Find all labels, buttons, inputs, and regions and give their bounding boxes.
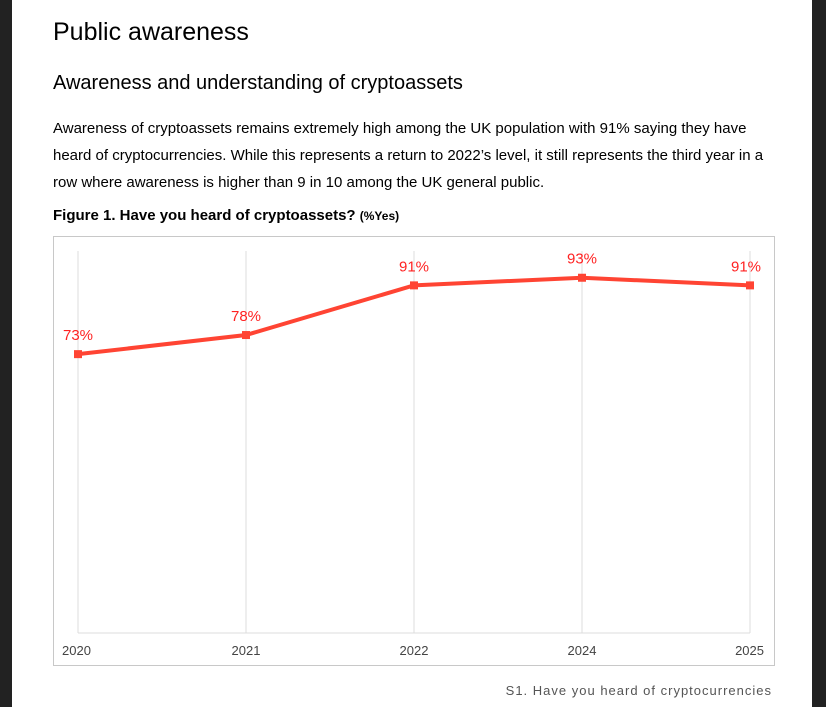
- x-tick-label: 2022: [400, 643, 429, 658]
- data-point: [74, 350, 82, 359]
- data-point: [242, 331, 250, 340]
- body-paragraph: Awareness of cryptoassets remains extrem…: [53, 120, 764, 191]
- data-label: 78%: [231, 308, 261, 325]
- figure-title-text: Figure 1. Have you heard of cryptoassets…: [53, 207, 356, 224]
- section-heading: Awareness and understanding of cryptoass…: [53, 72, 463, 94]
- x-tick-label: 2025: [735, 643, 764, 658]
- data-label: 73%: [63, 327, 93, 344]
- x-tick-label: 2024: [568, 643, 597, 658]
- figure-unit: (%Yes): [359, 209, 400, 223]
- line-chart: 2020 2021 2022 2024 2025 73% 78% 91% 93% 91%: [62, 251, 764, 658]
- data-point: [410, 281, 418, 290]
- data-label: 91%: [399, 258, 429, 275]
- page: Public awareness Awareness and understan…: [12, 0, 812, 707]
- data-point: [578, 273, 586, 282]
- data-point: [746, 281, 754, 290]
- x-tick-label: 2020: [62, 643, 91, 658]
- source-note: S1. Have you heard of cryptocurrencies: [505, 683, 772, 698]
- figure-title: Figure 1. Have you heard of cryptoassets…: [53, 207, 399, 224]
- data-label: 91%: [731, 258, 761, 275]
- chart-frame: 2020 2021 2022 2024 2025 73% 78% 91% 93% 91%: [53, 236, 775, 666]
- data-label: 93%: [567, 251, 597, 268]
- x-tick-label: 2021: [232, 643, 261, 658]
- page-heading: Public awareness: [53, 18, 249, 46]
